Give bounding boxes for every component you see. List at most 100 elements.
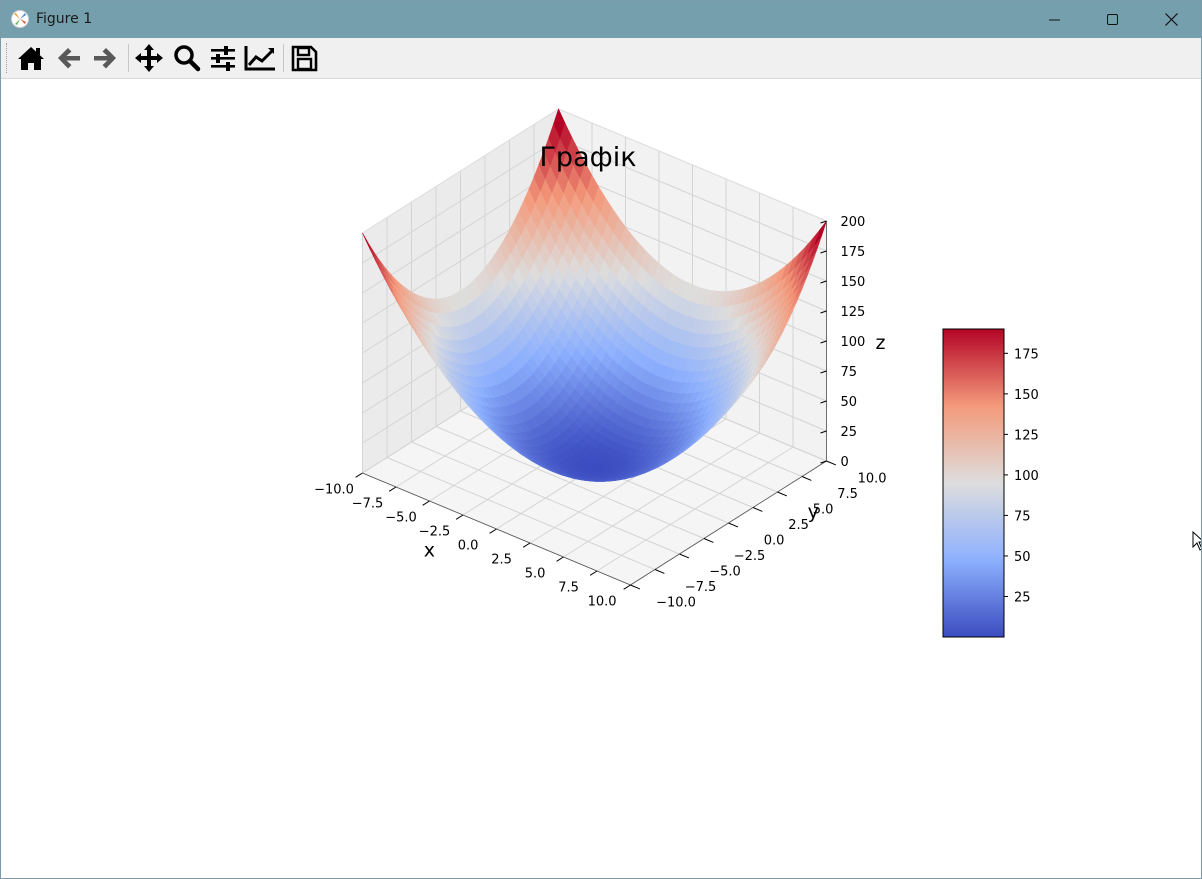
surface-plot[interactable]: −10.0−7.5−5.0−2.50.02.55.07.510.0x−10.0−… (1, 79, 1201, 878)
z-tick (820, 280, 827, 284)
title-bar[interactable]: Figure 1 (1, 1, 1201, 38)
z-tick-label: 125 (841, 305, 866, 320)
colorbar-tick-label: 100 (1014, 469, 1039, 484)
z-tick (820, 460, 827, 464)
minimize-icon (1049, 19, 1060, 20)
z-tick (820, 340, 827, 344)
z-tick (820, 220, 827, 224)
x-tick (355, 472, 363, 478)
arrow-right-icon (94, 48, 116, 69)
z-tick-label: 0 (841, 455, 849, 470)
x-tick-label: −5.0 (385, 511, 417, 526)
x-tick (522, 542, 531, 548)
x-tick (455, 514, 464, 520)
z-tick (820, 250, 827, 254)
y-tick (654, 569, 665, 574)
x-tick-label: −7.5 (352, 497, 384, 512)
x-tick-label: 5.0 (525, 567, 546, 582)
x-tick (589, 570, 598, 576)
chart-title: Графік (539, 142, 636, 173)
z-tick (820, 430, 827, 434)
figure-canvas[interactable]: −10.0 −7.5 −5.0 −2.5 0.0 2.5 5.0 7.5 10.0 x −10.0−… (1, 79, 1201, 878)
window-title: Figure 1 (36, 11, 93, 27)
x-tick-label: 7.5 (558, 581, 579, 596)
zoom-button[interactable] (170, 41, 204, 75)
y-tick-label: 2.5 (788, 518, 809, 533)
y-tick-label: −7.5 (685, 580, 717, 595)
x-tick-label: −2.5 (419, 525, 451, 540)
z-tick-label: 100 (841, 335, 866, 350)
close-button[interactable] (1142, 1, 1200, 38)
z-tick (820, 310, 827, 314)
arrow-left-icon (58, 48, 80, 69)
colorbar-tick-label: 50 (1014, 550, 1031, 565)
z-tick-label: 175 (841, 245, 866, 260)
toolbar-separator (128, 44, 129, 72)
x-tick (422, 500, 430, 506)
x-tick-label: 10.0 (588, 595, 617, 610)
minimize-button[interactable] (1026, 1, 1084, 38)
y-tick (777, 491, 788, 497)
z-tick-label: 200 (841, 215, 866, 230)
colorbar-tick-label: 25 (1014, 590, 1031, 605)
y-tick (826, 460, 837, 466)
toolbar-grip[interactable] (6, 43, 9, 73)
colorbar-tick-label: 125 (1014, 428, 1039, 443)
maximize-button[interactable] (1084, 1, 1142, 38)
x-tick (623, 584, 631, 590)
line-chart-icon (244, 46, 275, 71)
back-button[interactable] (52, 41, 86, 75)
colorbar-tick-label: 75 (1014, 509, 1031, 524)
x-tick-label: 2.5 (491, 553, 512, 568)
z-tick (820, 370, 827, 374)
configure-subplots-button[interactable] (206, 41, 240, 75)
y-tick (630, 584, 641, 590)
z-tick-label: 25 (841, 425, 858, 440)
navigation-toolbar (1, 38, 1201, 79)
y-tick (679, 553, 690, 559)
y-axis-label: y (808, 501, 819, 523)
x-tick-label: −10.0 (314, 483, 354, 498)
sliders-icon (211, 46, 235, 71)
y-tick (801, 476, 812, 481)
x-axis-label: x (424, 539, 435, 561)
home-icon (18, 47, 44, 70)
y-tick (703, 538, 714, 543)
y-tick-label: −2.5 (734, 549, 766, 564)
x-tick (489, 528, 497, 534)
y-tick-label: 0.0 (764, 533, 785, 548)
home-button[interactable] (14, 41, 48, 75)
y-tick-label: −5.0 (709, 564, 741, 579)
z-tick (820, 400, 827, 404)
colorbar-tick-label: 175 (1014, 347, 1039, 362)
pane-edge (362, 108, 559, 234)
mouse-cursor-icon (1192, 531, 1201, 551)
colorbar (942, 328, 1005, 638)
floppy-disk-icon (291, 45, 318, 72)
grid-line (362, 138, 559, 264)
z-tick-label: 150 (841, 275, 866, 290)
y-tick-label: −10.0 (656, 595, 696, 610)
z-tick-label: 75 (841, 365, 858, 380)
z-tick-label: 50 (841, 395, 858, 410)
grid-line (558, 168, 827, 282)
y-tick-label: 7.5 (837, 487, 858, 502)
pan-button[interactable] (132, 41, 166, 75)
magnifier-icon (174, 45, 201, 72)
close-icon (1164, 13, 1178, 26)
forward-button[interactable] (88, 41, 122, 75)
x-tick (556, 556, 564, 562)
pane-edge (558, 108, 827, 222)
toolbar-separator (283, 44, 284, 72)
x-tick-label: 0.0 (458, 539, 479, 554)
grid-line (386, 457, 656, 570)
save-button[interactable] (287, 41, 321, 75)
grid-line (558, 138, 827, 252)
y-tick-label: 5.0 (813, 502, 834, 517)
y-tick (752, 507, 763, 512)
x-tick (388, 486, 397, 492)
edit-axis-button[interactable] (243, 41, 277, 75)
matplotlib-icon (11, 10, 29, 28)
grid-line (435, 426, 705, 539)
